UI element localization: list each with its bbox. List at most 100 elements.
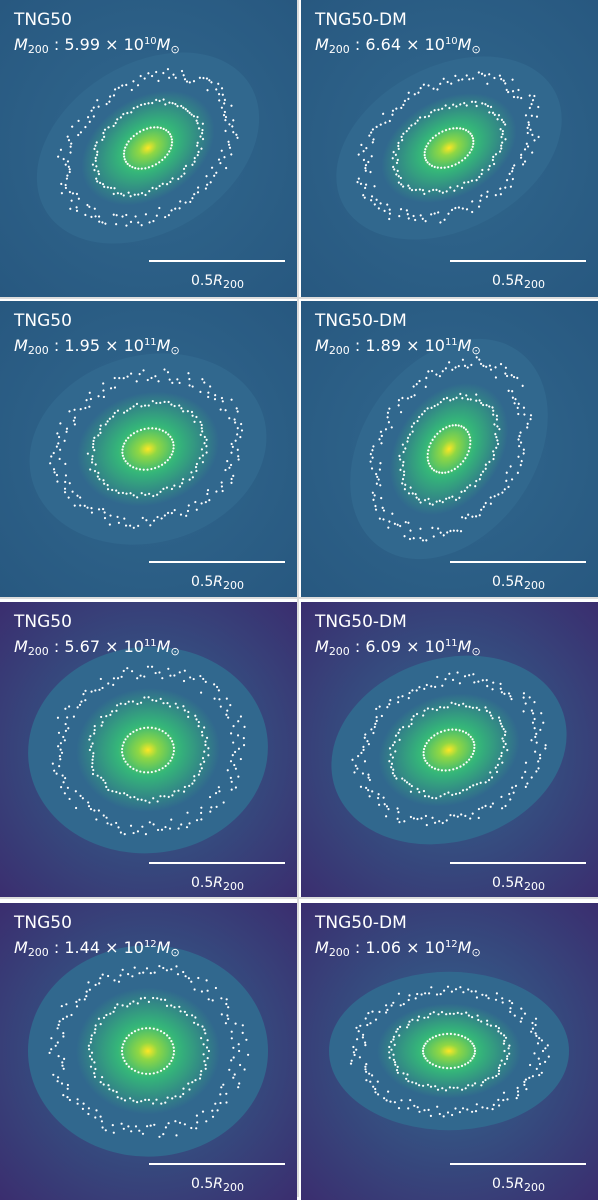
row-divider: [0, 897, 598, 899]
scale-bar: [149, 862, 285, 864]
scale-bar-label: 0.5R200: [191, 273, 244, 291]
halo-panel: TNG50-DM M200 : 1.89 × 1011M⊙ 0.5R 200: [301, 301, 598, 598]
scale-bar: [450, 561, 586, 563]
scale-bar: [149, 260, 285, 262]
solar-subscript: ⊙: [471, 946, 481, 959]
mass-exponent: 11: [143, 638, 157, 649]
row-divider: [0, 597, 598, 599]
solar-subscript: ⊙: [170, 645, 180, 658]
mass-unit: M: [156, 938, 171, 957]
halo-mass-label: M200 : 1.95 × 1011M⊙: [14, 336, 180, 357]
radius-symbol: R: [514, 273, 524, 289]
radius-symbol: R: [514, 574, 524, 590]
halo-mass-label: M200 : 1.44 × 1012M⊙: [14, 938, 180, 959]
radius-subscript: 200: [524, 880, 545, 893]
mass-subscript: 200: [27, 645, 49, 658]
radius-subscript: 200: [223, 880, 244, 893]
radius-symbol: R: [213, 574, 223, 590]
density-map: [0, 602, 297, 899]
mass-symbol: M: [315, 336, 329, 355]
mass-unit: M: [457, 35, 472, 54]
halo-panel: TNG50 M200 : 1.95 × 1011M⊙ 0.5R200: [0, 301, 297, 598]
mass-value: 5.99 × 10: [64, 35, 144, 54]
density-map: [0, 903, 297, 1200]
mass-exponent: 11: [444, 638, 458, 649]
scale-value: 0.5: [492, 273, 515, 289]
mass-unit: M: [457, 637, 472, 656]
mass-symbol: M: [315, 938, 329, 957]
simulation-label: TNG50-DM: [315, 913, 407, 933]
simulation-label: TNG50: [14, 913, 72, 933]
halo-panel: TNG50 M200 : 5.67 × 1011M⊙ 0.5R200: [0, 602, 297, 899]
mass-subscript: 200: [27, 43, 49, 56]
density-map: [0, 301, 297, 598]
mass-exponent: 10: [143, 36, 157, 47]
halo-mass-label: M200 : 5.99 × 1010M⊙: [14, 35, 180, 56]
mass-subscript: 200: [328, 344, 350, 357]
scale-bar-label: 0.5R200: [191, 574, 244, 592]
solar-subscript: ⊙: [471, 645, 481, 658]
mass-value: 1.89 × 10: [365, 336, 445, 355]
halo-mass-label: M200 : 1.06 × 1012M⊙: [315, 938, 481, 959]
mass-subscript: 200: [328, 43, 350, 56]
simulation-label: TNG50-DM: [315, 10, 407, 30]
halo-panel: TNG50 M200 : 1.44 × 1012M⊙ 0.5R200: [0, 903, 297, 1200]
mass-value: 1.06 × 10: [365, 938, 445, 957]
radius-symbol: R: [213, 1176, 223, 1192]
mass-exponent: 10: [444, 36, 458, 47]
radius-subscript: 200: [524, 278, 545, 291]
radius-subscript: 200: [223, 278, 244, 291]
mass-symbol: M: [14, 637, 28, 656]
halo-panel: TNG50-DM M200 : 6.09 × 1011M⊙ 0.5R200: [301, 602, 598, 899]
mass-value: 6.64 × 10: [365, 35, 445, 54]
radius-symbol: R: [514, 875, 524, 891]
simulation-label: TNG50-DM: [315, 311, 407, 331]
halo-mass-label: M200 : 5.67 × 1011M⊙: [14, 637, 180, 658]
radius-symbol: R: [213, 273, 223, 289]
mass-subscript: 200: [328, 645, 350, 658]
halo-panel: TNG50 M200 : 5.99 × 1010M⊙ 0.5R200: [0, 0, 297, 297]
simulation-label: TNG50-DM: [315, 612, 407, 632]
scale-bar-label: 0.5R200: [191, 1176, 244, 1194]
scale-bar-label: 0.5R200: [492, 273, 545, 291]
mass-value: 1.44 × 10: [64, 938, 144, 957]
mass-exponent: 12: [444, 939, 458, 950]
mass-symbol: M: [14, 938, 28, 957]
mass-value: 1.95 × 10: [64, 336, 144, 355]
scale-bar: [149, 1163, 285, 1165]
radius-subscript: 200: [524, 1181, 545, 1194]
mass-unit: M: [457, 336, 472, 355]
scale-value: 0.5: [492, 574, 515, 590]
mass-symbol: M: [315, 637, 329, 656]
halo-mass-label: M200 : 6.09 × 1011M⊙: [315, 637, 481, 658]
scale-value: 0.5: [191, 273, 214, 289]
mass-value: 5.67 × 10: [64, 637, 144, 656]
density-map: [301, 903, 598, 1200]
solar-subscript: ⊙: [170, 946, 180, 959]
density-map: [301, 301, 598, 598]
halo-panel: TNG50-DM M200 : 6.64 × 1010M⊙ 0.5R200: [301, 0, 598, 297]
scale-value: 0.5: [492, 875, 515, 891]
radius-subscript: 200: [223, 579, 244, 592]
radius-subscript: 200: [223, 1181, 244, 1194]
scale-value: 0.5: [191, 1176, 214, 1192]
radius-symbol: R: [514, 1176, 524, 1192]
mass-exponent: 11: [444, 337, 458, 348]
scale-value: 0.5: [191, 574, 214, 590]
solar-subscript: ⊙: [170, 43, 180, 56]
solar-subscript: ⊙: [471, 43, 481, 56]
mass-value: 6.09 × 10: [365, 637, 445, 656]
solar-subscript: ⊙: [170, 344, 180, 357]
halo-panel: TNG50-DM M200 : 1.06 × 1012M⊙ 0.5R200: [301, 903, 598, 1200]
mass-unit: M: [156, 637, 171, 656]
simulation-label: TNG50: [14, 10, 72, 30]
mass-symbol: M: [14, 336, 28, 355]
row-divider: [0, 297, 598, 299]
scale-bar: [450, 862, 586, 864]
mass-unit: M: [156, 35, 171, 54]
halo-mass-label: M200 : 1.89 × 1011M⊙: [315, 336, 481, 357]
solar-subscript: ⊙: [471, 344, 481, 357]
scale-value: 0.5: [492, 1176, 515, 1192]
simulation-label: TNG50: [14, 311, 72, 331]
